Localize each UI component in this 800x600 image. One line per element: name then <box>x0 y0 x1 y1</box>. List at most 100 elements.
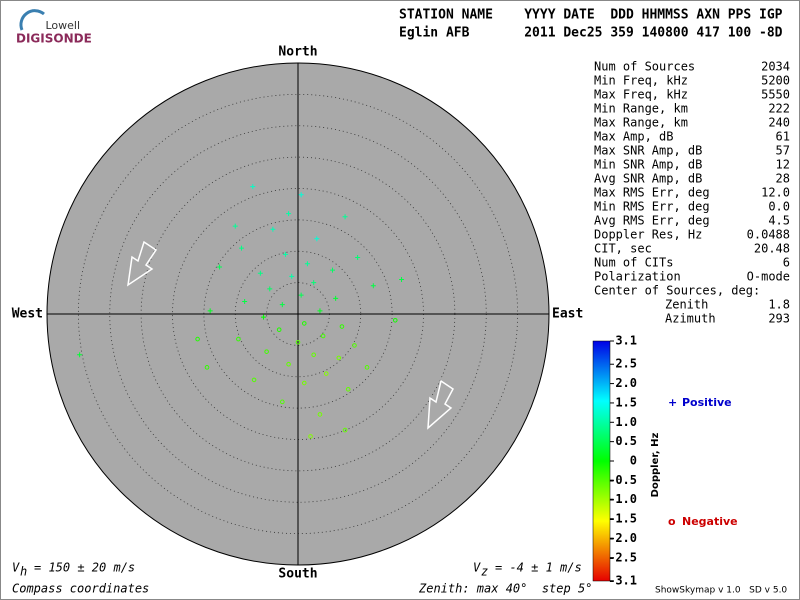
stat-label: Avg SNR Amp, dB <box>594 172 702 186</box>
stat-label: Min Range, km <box>594 102 688 116</box>
center-title: Center of Sources, deg: <box>594 284 760 298</box>
point-positive <box>370 283 376 289</box>
velocity-sub: h <box>20 565 27 579</box>
point-positive <box>260 314 266 320</box>
colorbar-tick-label: 3.1 <box>615 334 637 348</box>
point-negative <box>301 321 307 326</box>
stat-value: 12.0 <box>761 186 790 200</box>
version: ShowSkymap v 1.0 SD v 5.0 <box>655 586 787 596</box>
point-positive <box>298 192 304 198</box>
stat-value: 5200 <box>761 74 790 88</box>
velocity-text: = 150 ± 20 m/s <box>34 561 135 575</box>
point-positive <box>270 226 276 232</box>
stat-value: 12 <box>776 158 790 172</box>
point-negative <box>280 399 285 405</box>
point-negative <box>342 427 348 433</box>
drift-arrow <box>127 240 158 287</box>
point-positive <box>77 352 83 358</box>
stat-value: 4.5 <box>768 214 790 228</box>
stat-value: O-mode <box>747 270 790 284</box>
colorbar-tick-label: -2.0 <box>608 531 637 545</box>
colorbar-tick-label: -3.1 <box>608 574 637 588</box>
point-positive <box>232 223 238 229</box>
colorbar <box>592 340 611 582</box>
stat-label: Num of CITs <box>594 256 673 270</box>
stat-label: Polarization <box>594 270 681 284</box>
point-positive <box>298 292 304 298</box>
logo-bottom: DIGISONDE <box>16 32 92 46</box>
point-positive <box>399 276 405 282</box>
point-positive <box>257 270 263 276</box>
point-positive <box>207 308 213 314</box>
stat-value: 20.48 <box>754 242 790 256</box>
stat-label: Min SNR Amp, dB <box>594 158 702 172</box>
stat-value: 2034 <box>761 60 790 74</box>
logo-top: Lowell <box>45 19 80 32</box>
point-negative <box>236 336 241 342</box>
stat-value: 28 <box>776 172 790 186</box>
stat-label: Num of Sources <box>594 60 695 74</box>
point-positive <box>250 184 256 190</box>
colorbar-tick-label: -1.5 <box>608 512 637 526</box>
point-positive <box>279 302 285 308</box>
point-negative <box>276 327 282 332</box>
point-positive <box>330 267 336 273</box>
stat-value: 61 <box>776 130 790 144</box>
drift-arrow <box>427 379 454 430</box>
point-positive <box>239 245 245 251</box>
velocity-text: = -4 ± 1 m/s <box>495 561 582 575</box>
stat-label: Doppler Res, Hz <box>594 228 702 242</box>
point-negative <box>295 339 301 345</box>
velocity-symbol: V <box>473 561 481 575</box>
legend-symbol: o <box>668 515 676 528</box>
point-negative <box>339 324 345 329</box>
point-negative <box>345 387 351 392</box>
point-negative <box>323 371 329 376</box>
point-negative <box>286 361 291 367</box>
velocity-sub: z <box>481 565 488 579</box>
colorbar-tick-label: 0.5 <box>615 434 637 448</box>
colorbar-tick-label: 1.5 <box>615 395 637 409</box>
velocity-symbol: V <box>12 561 20 575</box>
point-negative <box>251 377 257 383</box>
point-negative <box>336 355 342 361</box>
point-negative <box>320 333 326 339</box>
logo-swoosh <box>19 9 45 31</box>
stat-label: Max SNR Amp, dB <box>594 144 702 158</box>
stat-value: 57 <box>776 144 790 158</box>
direction-label: West <box>12 307 43 322</box>
stat-label: Max RMS Err, deg <box>594 186 710 200</box>
point-negative <box>311 352 316 358</box>
colorbar-title: Doppler, Hz <box>650 433 661 498</box>
center-value: 1.8 <box>768 298 790 312</box>
point-positive <box>342 214 348 220</box>
stat-value: 240 <box>768 116 790 130</box>
point-positive <box>282 251 288 257</box>
stat-label: CIT, sec <box>594 242 652 256</box>
point-positive <box>304 261 310 267</box>
colorbar-tick-label: 2.5 <box>615 357 637 371</box>
point-positive <box>289 273 295 279</box>
center-value: 293 <box>768 312 790 326</box>
colorbar-tick-label: -1.0 <box>608 492 637 506</box>
stat-value: 222 <box>768 102 790 116</box>
point-positive <box>217 264 223 270</box>
point-negative <box>352 343 357 348</box>
legend-symbol: + <box>668 396 677 409</box>
point-negative <box>301 380 307 386</box>
stat-label: Max Range, km <box>594 116 688 130</box>
point-negative <box>392 317 398 323</box>
header-line: STATION NAME YYYY DATE DDD HHMMSS AXN PP… <box>399 8 783 23</box>
colorbar-tick-label: -2.5 <box>608 550 637 564</box>
legend-label: Negative <box>682 515 738 528</box>
stat-label: Avg RMS Err, deg <box>594 214 710 228</box>
stat-value: 6 <box>783 256 790 270</box>
stat-label: Max Amp, dB <box>594 130 673 144</box>
stat-label: Min Freq, kHz <box>594 74 688 88</box>
stat-value: 0.0488 <box>747 228 790 242</box>
point-negative <box>364 365 370 370</box>
point-positive <box>333 295 339 301</box>
center-label: Azimuth <box>665 312 716 326</box>
direction-label: South <box>278 567 317 582</box>
